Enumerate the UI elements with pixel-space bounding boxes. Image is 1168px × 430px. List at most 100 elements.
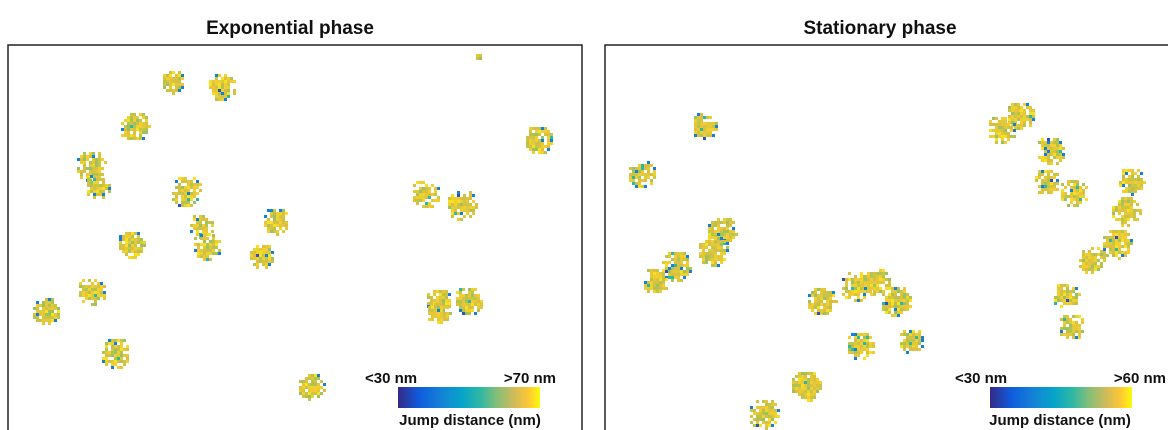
pixel [882, 269, 885, 272]
pixel [163, 83, 166, 86]
pixel [808, 294, 811, 297]
pixel [1072, 315, 1075, 318]
pixel [1131, 184, 1134, 187]
pixel [857, 287, 860, 290]
pixel [477, 297, 480, 300]
pixel [989, 123, 992, 126]
pixel [851, 342, 854, 345]
pixel [299, 389, 302, 392]
pixel [792, 387, 795, 390]
pixel [1125, 190, 1128, 193]
pixel [443, 318, 446, 321]
pixel [268, 263, 271, 266]
pixel [1007, 126, 1010, 129]
pixel [1053, 153, 1056, 156]
pixel [437, 187, 440, 190]
pixel [826, 303, 829, 306]
pixel [795, 387, 798, 390]
pixel [1100, 256, 1103, 259]
pixel [662, 275, 665, 278]
pixel [92, 170, 95, 173]
pixel [863, 293, 866, 296]
pixel [445, 290, 448, 293]
pixel [732, 230, 735, 233]
pixel [1017, 127, 1020, 130]
pixel [723, 252, 726, 255]
pixel [882, 290, 885, 293]
pixel [1118, 233, 1121, 236]
pixel [265, 260, 268, 263]
pixel [1112, 230, 1115, 233]
pixel [708, 224, 711, 227]
pixel [212, 252, 215, 255]
pixel [708, 255, 711, 258]
pixel [989, 129, 992, 132]
pixel [1082, 259, 1085, 262]
pixel [1017, 106, 1020, 109]
pixel [638, 185, 641, 188]
pixel [175, 83, 178, 86]
pixel [819, 384, 822, 387]
pixel [443, 312, 446, 315]
pixel [547, 142, 550, 145]
pixel [876, 275, 879, 278]
pixel [100, 294, 103, 297]
pixel [656, 272, 659, 275]
pixel [851, 284, 854, 287]
pixel [457, 194, 460, 197]
pixel [133, 122, 136, 125]
pixel [1127, 215, 1130, 218]
pixel [1047, 156, 1050, 159]
pixel [1044, 150, 1047, 153]
pixel [184, 198, 187, 201]
pixel [1136, 203, 1139, 206]
pixel [1127, 245, 1130, 248]
pixel [469, 206, 472, 209]
pixel [762, 421, 765, 424]
pixel [699, 246, 702, 249]
pixel [995, 132, 998, 135]
pixel [1017, 109, 1020, 112]
pixel [215, 252, 218, 255]
pixel [811, 294, 814, 297]
pixel [1127, 233, 1130, 236]
pixel [529, 142, 532, 145]
pixel [36, 307, 39, 310]
pixel [647, 164, 650, 167]
pixel [863, 333, 866, 336]
pixel [638, 182, 641, 185]
pixel [87, 181, 90, 184]
pixel [851, 345, 854, 348]
pixel [111, 342, 114, 345]
pixel [529, 136, 532, 139]
pixel [1072, 321, 1075, 324]
pixel [526, 136, 529, 139]
pixel [867, 287, 870, 290]
pixel [1118, 230, 1121, 233]
pixel [665, 255, 668, 258]
pixel [912, 348, 915, 351]
pixel [826, 300, 829, 303]
pixel [1059, 147, 1062, 150]
pixel [677, 273, 680, 276]
pixel [756, 424, 759, 427]
pixel [641, 185, 644, 188]
pixel [665, 276, 668, 279]
pixel [671, 252, 674, 255]
pixel [826, 309, 829, 312]
pixel [674, 261, 677, 264]
pixel [127, 131, 130, 134]
pixel [175, 195, 178, 198]
pixel [726, 239, 729, 242]
pixel [98, 158, 101, 161]
pixel [200, 255, 203, 258]
pixel [845, 287, 848, 290]
pixel [285, 221, 288, 224]
pixel [442, 296, 445, 299]
pixel [102, 181, 105, 184]
pixel [1044, 141, 1047, 144]
pixel [711, 233, 714, 236]
pixel [314, 374, 317, 377]
pixel [538, 130, 541, 133]
pixel [1014, 121, 1017, 124]
